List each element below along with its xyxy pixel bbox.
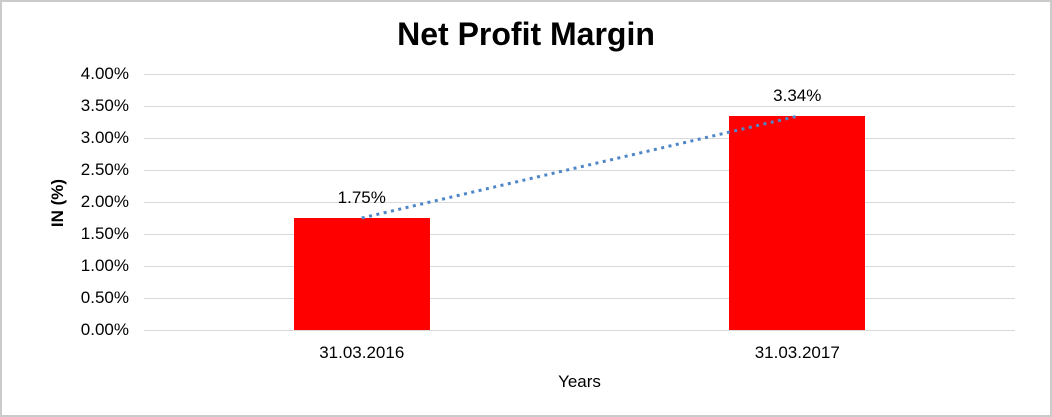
gridline — [144, 329, 1015, 331]
y-axis-tick-label: 4.00% — [80, 64, 129, 83]
y-axis-tick-label: 2.50% — [80, 160, 129, 179]
gridline — [144, 201, 1015, 203]
gridline — [144, 105, 1015, 107]
chart-title: Net Profit Margin — [397, 16, 655, 52]
trendline — [361, 114, 798, 220]
x-axis-tick-label: 31.03.2016 — [319, 343, 405, 362]
gridline — [144, 137, 1015, 139]
data-label: 1.75% — [337, 188, 386, 207]
y-axis-tick-label: 2.00% — [80, 192, 129, 211]
data-label: 3.34% — [773, 86, 822, 106]
bar — [293, 218, 430, 330]
y-axis-tick-label: 0.50% — [80, 288, 129, 307]
gridline — [144, 297, 1015, 299]
y-axis-tick-label: 1.00% — [80, 256, 129, 275]
gridline — [144, 233, 1015, 235]
gridline — [144, 265, 1015, 267]
x-axis-tick-label: 31.03.2017 — [754, 343, 840, 362]
gridline — [144, 169, 1015, 171]
y-axis-tick-label: 1.50% — [80, 224, 129, 243]
y-axis-tick-label: 3.00% — [80, 128, 129, 147]
gridline — [144, 73, 1015, 75]
y-axis-tick-label: 0.00% — [80, 320, 129, 339]
y-axis-tick-label: 3.50% — [80, 96, 129, 115]
bar — [729, 116, 866, 330]
x-axis-title: Years — [558, 372, 601, 391]
